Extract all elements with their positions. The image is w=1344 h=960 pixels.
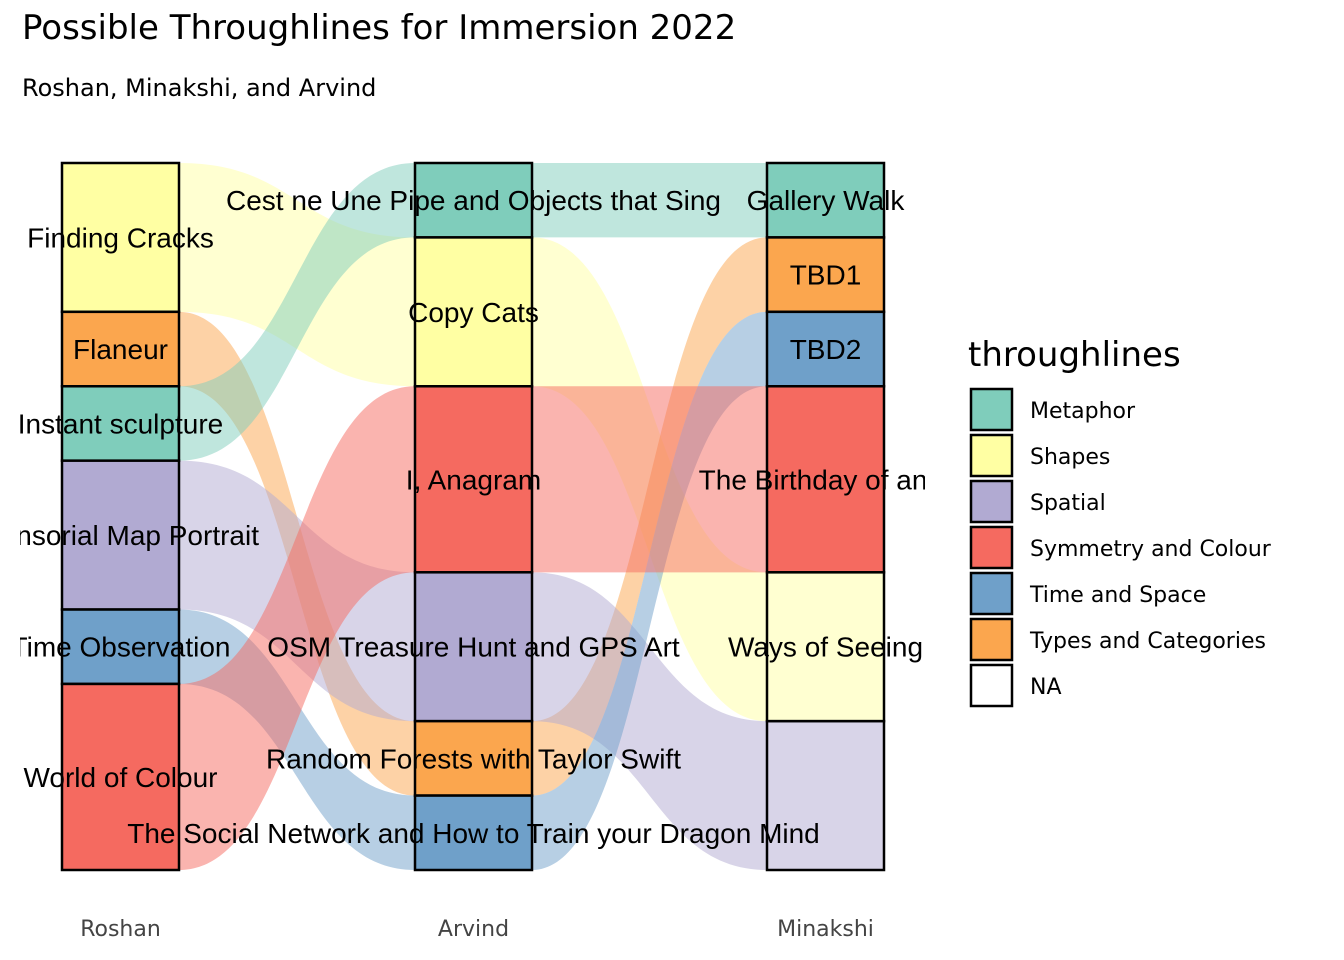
node-label-sensorial-map-portrait: Sensorial Map Portrait <box>0 520 259 551</box>
legend-label-types-and-categories: Types and Categories <box>1029 629 1266 654</box>
legend-swatch-shapes <box>969 433 1014 478</box>
node-roshan-world-of-colour <box>60 682 181 872</box>
node-label-finding-cracks: Finding Cracks <box>27 222 214 253</box>
node-arvind-cest-ne-une-pipe-and-objects-that-sing <box>413 161 534 239</box>
node-minakshi-gallery-walk <box>765 161 886 239</box>
flow-metaphor-2 <box>532 163 767 238</box>
chart-subtitle: Roshan, Minakshi, and Arvind <box>22 74 377 102</box>
legend-swatch-spatial <box>969 479 1014 524</box>
legend-swatch-metaphor <box>969 387 1014 432</box>
axis-label-minakshi: Minakshi <box>777 917 874 942</box>
node-label-time-observation: Time Observation <box>11 632 231 663</box>
node-minakshi-tbd2 <box>765 310 886 388</box>
flow-time-and-space-2 <box>532 311 767 870</box>
node-arvind-the-social-network-and-how-to-train-your-dragon-mind <box>413 794 534 872</box>
legend-label-metaphor: Metaphor <box>1030 399 1136 424</box>
node-label-gallery-walk: Gallery Walk <box>747 185 906 216</box>
legend: throughlines Metaphor Shapes Spatial Symmet… <box>968 335 1272 708</box>
legend-swatch-na <box>969 663 1014 708</box>
axis-labels-layer: Roshan Arvind Minakshi <box>80 917 874 942</box>
node-label-the-social-network-and-how-to-train-your-dragon-mind: The Social Network and How to Train your… <box>127 818 820 849</box>
axis-label-roshan: Roshan <box>80 917 161 942</box>
legend-label-symmetry-and-colour: Symmetry and Colour <box>1030 537 1272 562</box>
node-label-tbd1: TBD1 <box>790 260 862 291</box>
flow-metaphor-1 <box>179 163 415 461</box>
node-label-cest-ne-une-pipe-and-objects-that-sing: Cest ne Une Pipe and Objects that Sing <box>226 185 721 216</box>
legend-label-spatial: Spatial <box>1030 491 1106 516</box>
legend-swatch-time-and-space <box>969 571 1014 616</box>
node-minakshi-tbd1 <box>765 236 886 314</box>
node-roshan-sensorial-map-portrait <box>60 459 181 611</box>
legend-label-na: NA <box>1030 675 1062 700</box>
node-label-world-of-colour: World of Colour <box>23 762 217 793</box>
node-arvind-osm-treasure-hunt-and-gps-art <box>413 571 534 723</box>
flow-symmetry-and-colour-1 <box>179 386 415 870</box>
node-minakshi-the-birthday-of-an-a <box>765 385 886 574</box>
flows-layer <box>179 163 767 870</box>
node-label-copy-cats: Copy Cats <box>408 297 539 328</box>
node-label-random-forests-with-taylor-swift: Random Forests with Taylor Swift <box>266 743 681 774</box>
node-label-tbd2: TBD2 <box>790 334 862 365</box>
legend-swatch-types-and-categories <box>969 617 1014 662</box>
node-minakshi-spatial <box>765 719 886 872</box>
node-label-the-birthday-of-an-a: The Birthday of an A <box>699 464 953 495</box>
node-arvind-copy-cats <box>413 236 534 388</box>
node-labels-layer: Finding Cracks Flaneur Instant sculpture Se… <box>0 185 953 849</box>
chart-title: Possible Throughlines for Immersion 2022 <box>22 8 737 48</box>
legend-swatch-symmetry-and-colour <box>969 525 1014 570</box>
node-label-instant-sculpture: Instant sculpture <box>18 408 223 439</box>
node-label-ways-of-seeing: Ways of Seeing <box>728 632 923 663</box>
node-minakshi-ways-of-seeing <box>765 571 886 723</box>
legend-title: throughlines <box>968 335 1181 375</box>
node-label-i-anagram: I, Anagram <box>406 464 541 495</box>
flow-symmetry-and-colour-2 <box>532 386 767 573</box>
node-roshan-flaneur <box>60 310 181 388</box>
node-label-osm-treasure-hunt-and-gps-art: OSM Treasure Hunt and GPS Art <box>267 632 680 663</box>
flow-spatial-2 <box>532 572 767 870</box>
legend-label-time-and-space: Time and Space <box>1029 583 1206 608</box>
axis-label-arvind: Arvind <box>438 917 509 942</box>
nodes-layer <box>60 161 886 872</box>
legend-label-shapes: Shapes <box>1030 445 1110 470</box>
node-label-flaneur: Flaneur <box>73 334 168 365</box>
